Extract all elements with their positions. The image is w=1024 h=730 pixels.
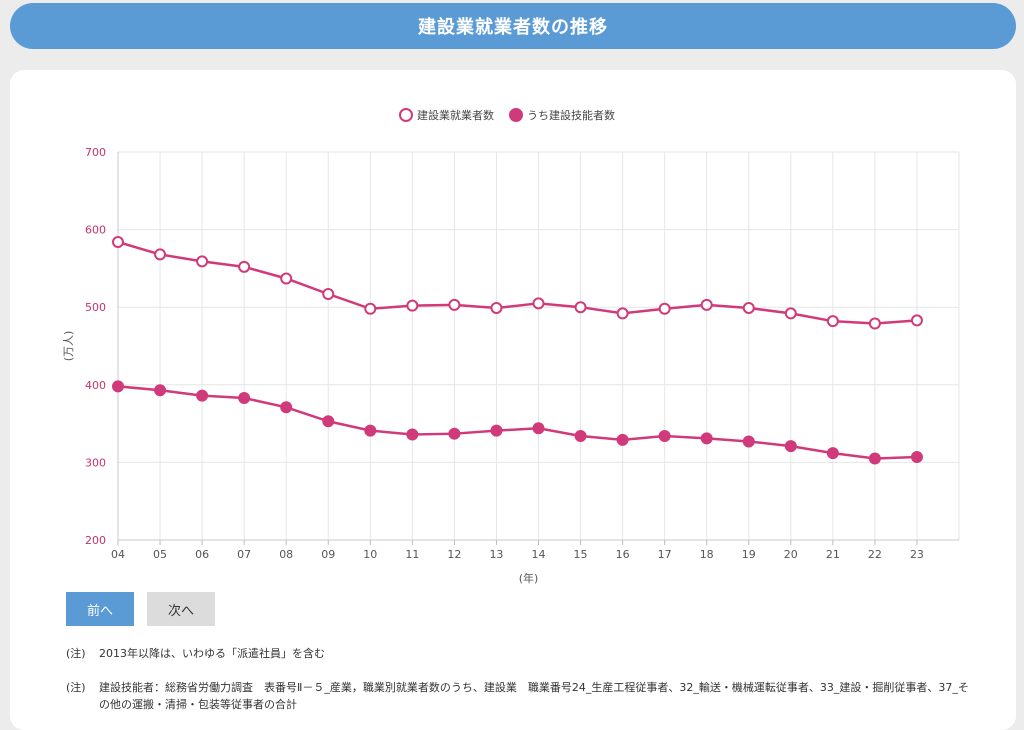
series-line: [117, 240, 918, 325]
x-tick-label: 13: [489, 548, 503, 561]
x-tick-label: 18: [700, 548, 714, 561]
data-point: [112, 236, 124, 249]
x-tick-label: 10: [363, 548, 377, 561]
prev-button[interactable]: 前へ: [66, 592, 134, 626]
data-point: [574, 301, 587, 314]
data-point: [406, 299, 419, 312]
footnote-text: 建設技能者：総務省労働力調査 表番号Ⅱ－５_産業，職業別就業者数のうち、建設業 …: [99, 681, 969, 711]
data-point: [574, 430, 587, 443]
x-tick-label: 20: [784, 548, 798, 561]
page-title: 建設業就業者数の推移: [10, 3, 1016, 49]
x-tick-label: 15: [574, 548, 588, 561]
x-tick-label: 06: [195, 548, 209, 561]
y-tick-label: 600: [85, 224, 106, 237]
data-point: [742, 301, 755, 314]
data-point: [322, 288, 335, 301]
data-point: [490, 301, 503, 314]
footnote-1: (注) 2013年以降は、いわゆる「派遣社員」を含む: [66, 645, 966, 663]
data-point: [238, 391, 251, 404]
footnote-2: (注) 建設技能者：総務省労働力調査 表番号Ⅱ－５_産業，職業別就業者数のうち、…: [66, 679, 976, 715]
x-tick-label: 05: [153, 548, 167, 561]
data-point: [406, 428, 419, 441]
data-point: [364, 302, 377, 315]
y-tick-label: 400: [85, 379, 106, 392]
x-tick-label: 17: [658, 548, 672, 561]
footnote-tag: (注): [66, 647, 86, 660]
data-point: [448, 298, 461, 311]
x-tick-label: 08: [279, 548, 293, 561]
x-tick-label: 21: [826, 548, 840, 561]
data-point: [532, 422, 545, 435]
data-point: [322, 415, 335, 428]
legend-marker: [509, 108, 523, 122]
data-point: [910, 450, 923, 463]
data-point: [532, 297, 545, 310]
x-tick-label: 04: [111, 548, 125, 561]
data-point: [868, 317, 881, 330]
data-point: [280, 272, 293, 285]
data-point: [742, 435, 755, 448]
data-point: [826, 447, 839, 460]
data-point: [196, 389, 209, 402]
data-point: [448, 427, 461, 440]
x-tick-label: 23: [910, 548, 924, 561]
x-tick-label: 07: [237, 548, 251, 561]
data-point: [112, 380, 124, 393]
legend-label: 建設業就業者数: [417, 108, 494, 122]
x-tick-label: 19: [742, 548, 756, 561]
data-point: [154, 248, 167, 261]
y-axis-label: (万人): [62, 331, 75, 362]
y-tick-label: 300: [85, 456, 106, 469]
data-point: [490, 424, 503, 437]
data-point: [658, 302, 671, 315]
data-point: [868, 452, 881, 465]
footnote-tag: (注): [66, 681, 86, 694]
data-point: [616, 307, 629, 320]
data-point: [700, 432, 713, 445]
data-point: [364, 424, 377, 437]
data-point: [154, 384, 167, 397]
data-point: [700, 298, 713, 311]
data-point: [784, 307, 797, 320]
series-line: [117, 385, 917, 460]
x-tick-label: 11: [405, 548, 419, 561]
y-tick-label: 700: [85, 146, 106, 159]
data-point: [784, 440, 797, 453]
data-point: [616, 433, 629, 446]
x-axis-label: (年): [519, 571, 539, 585]
x-tick-label: 14: [532, 548, 546, 561]
data-point: [826, 315, 839, 328]
x-tick-label: 12: [447, 548, 461, 561]
y-tick-label: 500: [85, 301, 106, 314]
line-chart: 200 300 400 500 600 700 04 05 06 07 08 09 10 11 12 13 14…: [62, 108, 960, 585]
footnote-text: 2013年以降は、いわゆる「派遣社員」を含む: [99, 647, 325, 660]
data-point: [658, 430, 671, 443]
x-tick-label: 16: [616, 548, 630, 561]
next-button[interactable]: 次へ: [147, 592, 215, 626]
legend-marker: [399, 108, 413, 122]
data-point: [196, 255, 209, 268]
data-point: [280, 401, 293, 414]
chart-panel: 200 300 400 500 600 700 04 05 06 07 08 09 10 11 12 13 14…: [10, 70, 1016, 730]
data-point: [238, 260, 251, 273]
y-tick-label: 200: [85, 534, 106, 547]
x-tick-label: 09: [321, 548, 335, 561]
x-tick-label: 22: [868, 548, 882, 561]
data-point: [910, 314, 923, 327]
legend-label: うち建設技能者数: [527, 108, 615, 122]
